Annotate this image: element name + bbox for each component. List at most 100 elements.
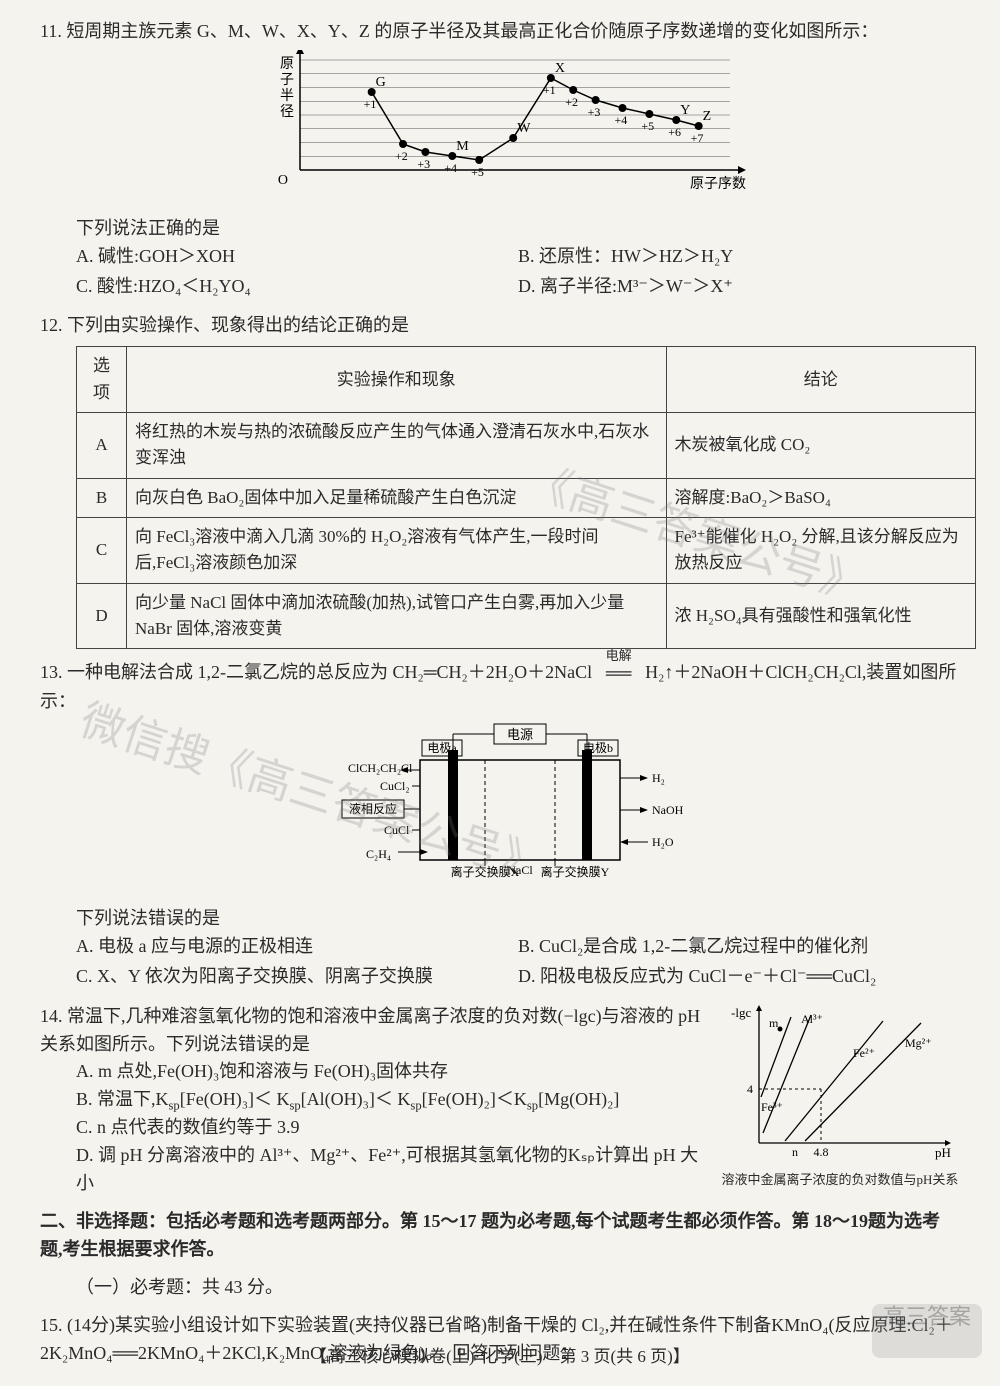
svg-text:+5: +5 [471,165,484,179]
svg-text:+1: +1 [543,83,556,97]
row-conclusion: 木炭被氧化成 CO₂ [666,413,975,479]
section-2-sub: （一）必考题：共 43 分。 [40,1274,960,1302]
col-option: 选项 [77,347,127,413]
q14-opt-d: D. 调 pH 分离溶液中的 Al³⁺、Mg²⁺、Fe²⁺,可根据其氢氧化物的K… [40,1142,710,1198]
svg-text:C₂H₄: C₂H₄ [366,847,391,861]
question-14: 14. 常温下,几种难溶氢氧化物的饱和溶液中金属离子浓度的负对数(−lgc)与溶… [40,1003,960,1198]
svg-text:+4: +4 [444,161,457,175]
row-conclusion: 溶解度:BaO₂＞BaSO₄ [666,478,975,517]
svg-text:子: 子 [280,72,294,88]
q11-opt-d: D. 离子半径:M³⁻＞W⁻＞X⁺ [518,273,960,301]
svg-text:径: 径 [280,104,294,120]
q14-opt-a: A. m 点处,Fe(OH)₃饱和溶液与 Fe(OH)₃固体共存 [40,1058,710,1086]
svg-text:m: m [769,1016,779,1030]
q13-diagram-svg: 电源电极a 电极b ClCH₂CH₂Cl CuCl₂ 液相反应 CuCl C₂H₄ H₂ NaO… [270,720,730,890]
svg-text:-lgc: -lgc [731,1005,751,1020]
svg-text:H₂: H₂ [652,771,665,785]
row-key: B [77,478,127,517]
svg-text:Y: Y [680,103,690,118]
q14-caption: 溶液中金属离子浓度的负对数值与pH关系 [720,1170,960,1190]
q11-opt-b: B. 还原性：HW＞HZ＞H₂Y [518,243,960,271]
table-row: D向少量 NaCl 固体中滴加浓硫酸(加热),试管口产生白雾,再加入少量 NaB… [77,583,976,649]
q14-figure: -lgcpHAl³⁺Fe²⁺Mg²⁺Fe³⁺m44.8n 溶液中金属离子浓度的负… [710,1003,960,1191]
q14-opt-b: B. 常温下,Ksp[Fe(OH)₃]＜ Ksp[Al(OH)₃]＜ Ksp[F… [40,1086,710,1114]
svg-text:液相反应: 液相反应 [349,801,397,816]
q13-opt-c: C. X、Y 依次为阳离子交换膜、阴离子交换膜 [76,963,518,991]
svg-text:+6: +6 [668,125,681,139]
svg-text:ClCH₂CH₂Cl: ClCH₂CH₂Cl [348,761,413,775]
row-operation: 向 FeCl₃溶液中滴入几滴 30%的 H₂O₂溶液有气体产生,一段时间后,Fe… [127,518,667,584]
q12-table: 选项 实验操作和现象 结论 A将红热的木炭与热的浓硫酸反应产生的气体通入澄清石灰… [76,346,976,649]
svg-text:+2: +2 [395,149,408,163]
q13-opt-a: A. 电极 a 应与电源的正极相连 [76,933,518,961]
q14-opt-c: C. n 点代表的数值约等于 3.9 [40,1114,710,1142]
svg-text:+3: +3 [417,157,430,171]
svg-text:Al³⁺: Al³⁺ [801,1012,823,1026]
table-row: C向 FeCl₃溶液中滴入几滴 30%的 H₂O₂溶液有气体产生,一段时间后,F… [77,518,976,584]
svg-text:O: O [278,173,288,188]
table-head-row: 选项 实验操作和现象 结论 [77,347,976,413]
svg-text:Z: Z [703,109,712,124]
svg-text:Fe³⁺: Fe³⁺ [761,1100,783,1114]
q11-chart-svg: 原子半径原子序数OG+1+2+3M+4+5WX+1+2+3+4+5Y+6Z+7 [250,50,750,200]
q13-opt-d: D. 阳极电极反应式为 CuCl－e⁻＋Cl⁻══CuCl₂ [518,963,960,991]
section-2-heading: 二、非选择题：包括必考题和选考题两部分。第 15～17 题为必考题,每个试题考生… [40,1208,960,1264]
svg-text:电极b: 电极b [583,741,613,755]
row-conclusion: 浓 H₂SO₄具有强酸性和强氧化性 [666,583,975,649]
svg-text:半: 半 [280,88,294,104]
svg-text:+3: +3 [588,105,601,119]
svg-text:NaCl: NaCl [507,863,533,877]
row-conclusion: Fe³⁺能催化 H₂O₂ 分解,且该分解反应为放热反应 [666,518,975,584]
svg-text:电极a: 电极a [427,741,457,755]
q13-eq-top: 电解 [597,646,641,666]
row-operation: 向少量 NaCl 固体中滴加浓硫酸(加热),试管口产生白雾,再加入少量 NaBr… [127,583,667,649]
q14-figure-svg: -lgcpHAl³⁺Fe²⁺Mg²⁺Fe³⁺m44.8n [725,1003,955,1163]
table-row: A将红热的木炭与热的浓硫酸反应产生的气体通入澄清石灰水中,石灰水变浑浊木炭被氧化… [77,413,976,479]
svg-text:pH: pH [935,1145,951,1160]
svg-text:n: n [792,1145,798,1159]
table-row: B向灰白色 BaO₂固体中加入足量稀硫酸产生白色沉淀溶解度:BaO₂＞BaSO₄ [77,478,976,517]
q11-opt-a: A. 碱性:GOH＞XOH [76,243,518,271]
row-key: C [77,518,127,584]
svg-text:离子交换膜Y: 离子交换膜Y [541,864,610,879]
q11-sub: 下列说法正确的是 [40,215,960,243]
q11-chart: 原子半径原子序数OG+1+2+3M+4+5WX+1+2+3+4+5Y+6Z+7 [40,50,960,209]
svg-text:CuCl: CuCl [384,823,410,837]
svg-text:NaOH: NaOH [652,803,684,817]
question-12: 12. 下列由实验操作、现象得出的结论正确的是 选项 实验操作和现象 结论 A将… [40,312,960,649]
svg-text:M: M [456,139,469,154]
q14-stem: 14. 常温下,几种难溶氢氧化物的饱和溶液中金属离子浓度的负对数(−lgc)与溶… [40,1003,710,1059]
q13-diagram: 电源电极a 电极b ClCH₂CH₂Cl CuCl₂ 液相反应 CuCl C₂H₄ H₂ NaO… [40,720,960,899]
q11-stem: 11. 短周期主族元素 G、M、W、X、Y、Z 的原子半径及其最高正化合价随原子… [40,18,960,46]
q13-opt-b: B. CuCl₂是合成 1,2-二氯乙烷过程中的催化剂 [518,933,960,961]
row-operation: 将红热的木炭与热的浓硫酸反应产生的气体通入澄清石灰水中,石灰水变浑浊 [127,413,667,479]
svg-text:+1: +1 [364,97,377,111]
col-operation: 实验操作和现象 [127,347,667,413]
svg-text:H₂O: H₂O [652,835,674,849]
q13-stem: 13. 一种电解法合成 1,2-二氯乙烷的总反应为 CH₂═CH₂＋2H₂O＋2… [40,659,960,716]
svg-text:CuCl₂: CuCl₂ [380,779,410,793]
question-13: 13. 一种电解法合成 1,2-二氯乙烷的总反应为 CH₂═CH₂＋2H₂O＋2… [40,659,960,992]
q11-opt-c: C. 酸性:HZO₄＜H₂YO₄ [76,273,518,301]
svg-text:G: G [376,75,386,90]
q13-options: A. 电极 a 应与电源的正极相连 B. CuCl₂是合成 1,2-二氯乙烷过程… [40,933,960,993]
col-conclusion: 结论 [666,347,975,413]
question-11: 11. 短周期主族元素 G、M、W、X、Y、Z 的原子半径及其最高正化合价随原子… [40,18,960,302]
q12-stem: 12. 下列由实验操作、现象得出的结论正确的是 [40,312,960,340]
row-key: D [77,583,127,649]
svg-text:电源: 电源 [507,727,533,742]
page-footer: 【高三核心模拟卷(上)·化学(三) 第 3 页(共 6 页)】 [0,1344,1000,1370]
q13-stem-a: 13. 一种电解法合成 1,2-二氯乙烷的总反应为 CH₂═CH₂＋2H₂O＋2… [40,662,597,682]
svg-text:4: 4 [747,1082,753,1096]
svg-text:+7: +7 [691,131,704,145]
svg-text:原子序数: 原子序数 [690,176,746,192]
q11-options: A. 碱性:GOH＞XOH B. 还原性：HW＞HZ＞H₂Y C. 酸性:HZO… [40,243,960,303]
row-operation: 向灰白色 BaO₂固体中加入足量稀硫酸产生白色沉淀 [127,478,667,517]
q13-sub: 下列说法错误的是 [40,905,960,933]
row-key: A [77,413,127,479]
svg-text:+2: +2 [565,95,578,109]
svg-text:W: W [517,121,531,136]
svg-text:+4: +4 [615,113,628,127]
svg-text:Fe²⁺: Fe²⁺ [853,1046,875,1060]
svg-text:Mg²⁺: Mg²⁺ [905,1036,932,1050]
